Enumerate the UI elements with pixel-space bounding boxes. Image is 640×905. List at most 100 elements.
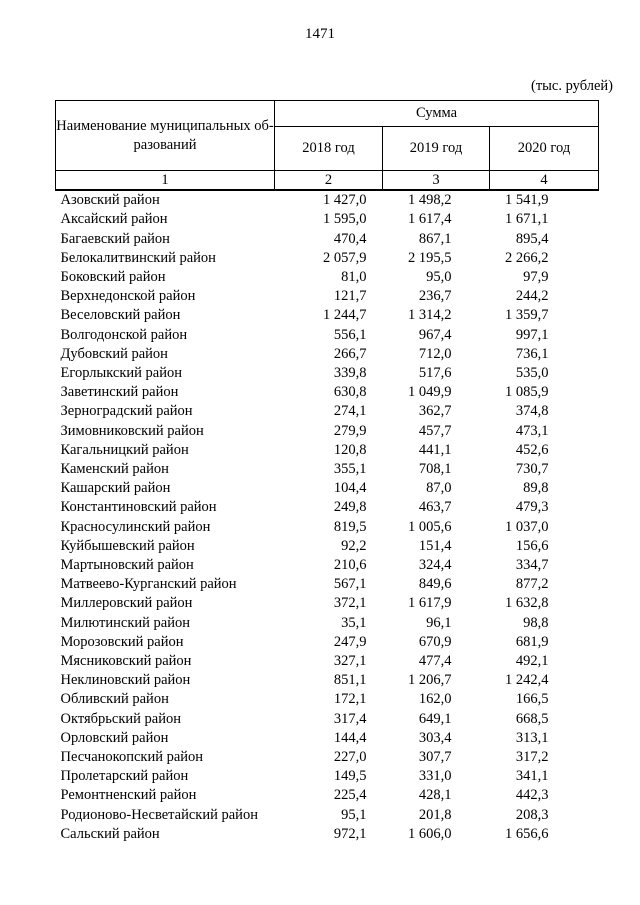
value-2020-cell: 730,7 — [515, 460, 549, 477]
value-2018-cell: 104,4 — [333, 480, 367, 497]
column-index-3: 3 — [382, 170, 490, 192]
district-name-cell: Неклиновский район — [60, 672, 191, 689]
district-name-cell: Родионово-Несветайский район — [60, 806, 258, 823]
district-name-cell: Багаевский район — [60, 230, 170, 247]
table-row: Боковский район 81,0 95,0 97,9 — [56, 268, 599, 287]
value-2020-cell: 97,9 — [523, 268, 549, 285]
year-2020-header: 2020 год — [488, 126, 600, 171]
value-2018-cell: 144,4 — [333, 729, 367, 746]
district-name-cell: Октябрьский район — [60, 710, 181, 727]
value-2018-cell: 2 057,9 — [323, 249, 367, 266]
table-row: Октябрьский район 317,4 649,1 668,5 — [56, 710, 599, 729]
value-2020-cell: 492,1 — [515, 653, 549, 669]
value-2018-cell: 556,1 — [333, 326, 367, 343]
value-2018-cell: 470,4 — [333, 230, 367, 247]
column-index-4: 4 — [488, 170, 600, 192]
value-2018-cell: 630,8 — [333, 384, 367, 401]
value-2018-cell: 279,9 — [333, 422, 367, 439]
name-column-header-line2: разований — [133, 136, 197, 153]
value-2019-cell: 712,0 — [418, 345, 452, 362]
table-row: Миллеровский район 372,1 1 617,9 1 632,8 — [56, 594, 599, 613]
value-2019-cell: 307,7 — [418, 749, 452, 766]
units-note: (тыс. рублей) — [531, 78, 613, 94]
district-name-cell: Мартыновский район — [60, 556, 194, 573]
table-row: Аксайский район 1 595,0 1 617,4 1 671,1 — [56, 210, 599, 229]
district-name-cell: Волгодонской район — [60, 326, 188, 343]
district-name-cell: Константиновский район — [60, 499, 217, 516]
value-2020-cell: 473,1 — [515, 422, 549, 439]
value-2019-cell: 1 049,9 — [408, 384, 452, 401]
table-row: Родионово-Несветайский район 95,1 201,8 208… — [56, 806, 599, 825]
value-2018-cell: 81,0 — [341, 268, 367, 285]
table-row: Верхнедонской район 121,7 236,7 244,2 — [56, 287, 599, 306]
column-index-1: 1 — [55, 170, 275, 192]
table-row: Морозовский район 247,9 670,9 681,9 — [56, 633, 599, 652]
value-2019-cell: 151,4 — [418, 537, 452, 554]
district-name-cell: Боковский район — [60, 268, 166, 285]
table-row: Константиновский район 249,8 463,7 479,3 — [56, 498, 599, 517]
districts-table: Наименование муниципальных об- разований… — [55, 100, 600, 844]
year-2018-header: 2018 год — [274, 126, 383, 171]
table-row: Дубовский район 266,7 712,0 736,1 — [56, 345, 599, 364]
value-2019-cell: 849,6 — [418, 576, 452, 593]
value-2019-cell: 649,1 — [418, 710, 452, 727]
district-name-cell: Кагальницкий район — [60, 441, 189, 458]
value-2018-cell: 210,6 — [333, 556, 367, 573]
district-name-cell: Песчанокопский район — [60, 749, 204, 766]
value-2019-cell: 1 606,0 — [408, 825, 452, 842]
value-2020-cell: 535,0 — [515, 364, 549, 381]
district-name-cell: Обливский район — [60, 691, 169, 708]
district-name-cell: Матвеево-Курганский район — [60, 576, 237, 593]
table-row: Кагальницкий район 120,8 441,1 452,6 — [56, 441, 599, 460]
table-row: Веселовский район 1 244,7 1 314,2 1 359,7 — [56, 306, 599, 325]
value-2018-cell: 121,7 — [333, 288, 367, 305]
value-2020-cell: 89,8 — [523, 480, 549, 497]
district-name-cell: Веселовский район — [60, 307, 181, 324]
value-2020-cell: 1 671,1 — [505, 211, 549, 228]
district-name-cell: Егорлыкский район — [60, 364, 183, 381]
district-name-cell: Зерноградский район — [60, 403, 193, 420]
value-2020-cell: 244,2 — [515, 288, 549, 305]
value-2019-cell: 303,4 — [418, 729, 452, 746]
table-row: Азовский район 1 427,0 1 498,2 1 541,9 — [56, 190, 599, 210]
table-row: Орловский район 144,4 303,4 313,1 — [56, 729, 599, 748]
value-2019-cell: 867,1 — [418, 230, 452, 247]
table-row: Обливский район 172,1 162,0 166,5 — [56, 690, 599, 709]
table-row: Волгодонской район 556,1 967,4 997,1 — [56, 326, 599, 345]
value-2018-cell: 95,1 — [341, 806, 367, 823]
value-2020-cell: 1 242,4 — [505, 672, 549, 689]
year-2019-header: 2019 год — [382, 126, 490, 171]
value-2019-cell: 1 206,7 — [408, 672, 452, 689]
value-2020-cell: 341,1 — [515, 768, 549, 785]
value-2019-cell: 1 005,6 — [408, 518, 452, 535]
table-row: Неклиновский район 851,1 1 206,7 1 242,4 — [56, 671, 599, 690]
value-2019-cell: 477,4 — [418, 653, 452, 669]
district-name-cell: Кашарский район — [60, 480, 171, 497]
district-name-cell: Пролетарский район — [60, 768, 189, 785]
value-2018-cell: 851,1 — [333, 672, 367, 689]
table-row: Пролетарский район 149,5 331,0 341,1 — [56, 767, 599, 786]
value-2019-cell: 1 498,2 — [408, 192, 452, 209]
value-2019-cell: 162,0 — [418, 691, 452, 708]
district-name-cell: Каменский район — [60, 460, 169, 477]
value-2018-cell: 567,1 — [333, 576, 367, 593]
value-2020-cell: 98,8 — [523, 614, 549, 631]
value-2018-cell: 372,1 — [333, 595, 367, 612]
value-2018-cell: 1 595,0 — [323, 211, 367, 228]
value-2019-cell: 324,4 — [418, 556, 452, 573]
value-2020-cell: 2 266,2 — [505, 249, 549, 266]
value-2019-cell: 463,7 — [418, 499, 452, 516]
table-body: Азовский район 1 427,0 1 498,2 1 541,9 Аксай… — [56, 190, 599, 844]
value-2020-cell: 479,3 — [515, 499, 549, 516]
value-2019-cell: 457,7 — [418, 422, 452, 439]
value-2019-cell: 362,7 — [418, 403, 452, 420]
district-name-cell: Азовский район — [60, 192, 160, 209]
district-name-cell: Миллеровский район — [60, 595, 193, 612]
value-2018-cell: 327,1 — [333, 653, 367, 669]
district-name-cell: Зимовниковский район — [60, 422, 204, 439]
value-2019-cell: 967,4 — [418, 326, 452, 343]
value-2019-cell: 428,1 — [418, 787, 452, 804]
sum-column-group-header: Сумма — [273, 100, 600, 127]
table-row: Песчанокопский район 227,0 307,7 317,2 — [56, 748, 599, 767]
district-name-cell: Верхнедонской район — [60, 288, 196, 305]
